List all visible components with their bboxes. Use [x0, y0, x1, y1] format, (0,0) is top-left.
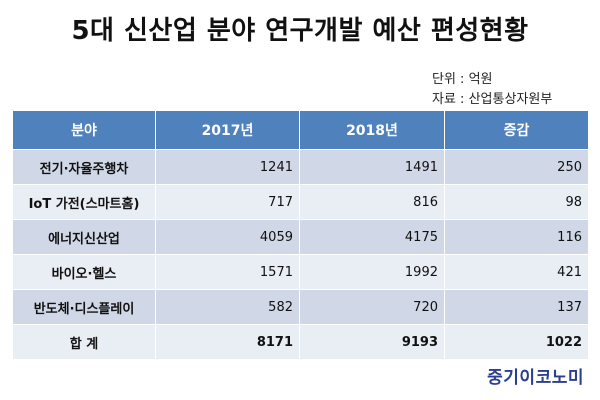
header-row: 분야 2017년 2018년 증감 [12, 110, 589, 150]
column-header: 분야 [12, 110, 156, 150]
row-category: 바이오·헬스 [12, 254, 156, 290]
column-header: 2017년 [155, 110, 300, 150]
cell-2018: 4175 [299, 219, 445, 255]
cell-change: 116 [444, 219, 589, 255]
cell-2018: 816 [299, 184, 445, 220]
table-row: 반도체·디스플레이 582 720 137 [12, 289, 589, 325]
total-2018: 9193 [299, 324, 445, 360]
total-change: 1022 [444, 324, 589, 360]
table-meta: 단위 : 억원 자료 : 산업통상자원부 [432, 70, 552, 110]
table-row: 바이오·헬스 1571 1992 421 [12, 254, 589, 290]
column-header: 2018년 [299, 110, 445, 150]
table-row: 에너지신산업 4059 4175 116 [12, 219, 589, 255]
table-row: 전기·자율주행차 1241 1491 250 [12, 149, 589, 185]
total-row: 합 계 8171 9193 1022 [12, 324, 589, 360]
cell-2017: 1241 [155, 149, 300, 185]
unit-note: 단위 : 억원 [432, 72, 493, 87]
column-header: 증감 [444, 110, 589, 150]
cell-2017: 582 [155, 289, 300, 325]
cell-2017: 4059 [155, 219, 300, 255]
row-category: 에너지신산업 [12, 219, 156, 255]
cell-2018: 720 [299, 289, 445, 325]
cell-2018: 1491 [299, 149, 445, 185]
row-category: 전기·자율주행차 [12, 149, 156, 185]
page-title: 5대 신산업 분야 연구개발 예산 편성현황 [71, 16, 529, 46]
cell-change: 98 [444, 184, 589, 220]
budget-table: 분야 2017년 2018년 증감 전기·자율주행차 1241 1491 250… [12, 110, 589, 360]
cell-2018: 1992 [299, 254, 445, 290]
publisher-logo: 중기이코노미 [487, 368, 584, 388]
cell-change: 421 [444, 254, 589, 290]
table-row: IoT 가전(스마트홈) 717 816 98 [12, 184, 589, 220]
total-label: 합 계 [12, 324, 156, 360]
source-note: 자료 : 산업통상자원부 [432, 92, 553, 107]
row-category: 반도체·디스플레이 [12, 289, 156, 325]
cell-2017: 717 [155, 184, 300, 220]
cell-2017: 1571 [155, 254, 300, 290]
total-2017: 8171 [155, 324, 300, 360]
cell-change: 137 [444, 289, 589, 325]
cell-change: 250 [444, 149, 589, 185]
row-category: IoT 가전(스마트홈) [12, 184, 156, 220]
